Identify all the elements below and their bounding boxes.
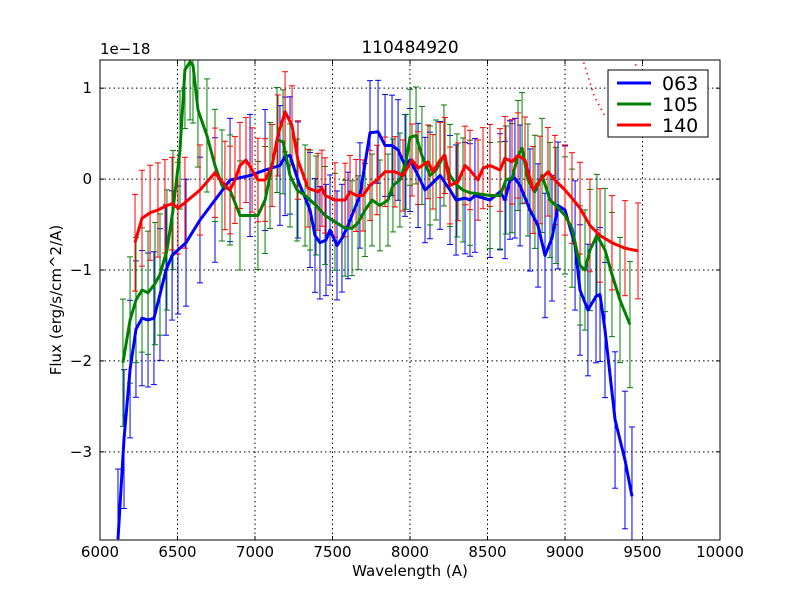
legend-label: 105	[662, 94, 698, 116]
series-line-140	[135, 112, 638, 251]
x-tick-label: 8500	[468, 543, 506, 561]
y-axis-label: Flux (erg/s/cm^2/A)	[47, 225, 65, 376]
x-tick-label: 9500	[623, 543, 661, 561]
y-offset-text: 1e−18	[100, 40, 150, 58]
y-tick-label: 1	[82, 79, 92, 97]
x-tick-label: 9000	[546, 543, 584, 561]
y-tick-label: −2	[70, 352, 92, 370]
chart-title: 110484920	[361, 38, 458, 58]
x-axis-label: Wavelength (A)	[352, 562, 468, 580]
plot-area	[115, 4, 641, 600]
legend-label: 063	[662, 73, 698, 95]
x-tick-label: 7000	[236, 543, 274, 561]
y-tick-label: 0	[82, 170, 92, 188]
series-line-105	[123, 62, 630, 363]
legend-label: 140	[662, 115, 698, 137]
y-tick-label: −1	[70, 261, 92, 279]
x-tick-label: 6000	[81, 543, 119, 561]
x-tick-label: 10000	[696, 543, 744, 561]
x-tick-label: 6500	[158, 543, 196, 561]
x-tick-label: 7500	[313, 543, 351, 561]
y-tick-label: −3	[70, 443, 92, 461]
x-tick-label: 8000	[391, 543, 429, 561]
